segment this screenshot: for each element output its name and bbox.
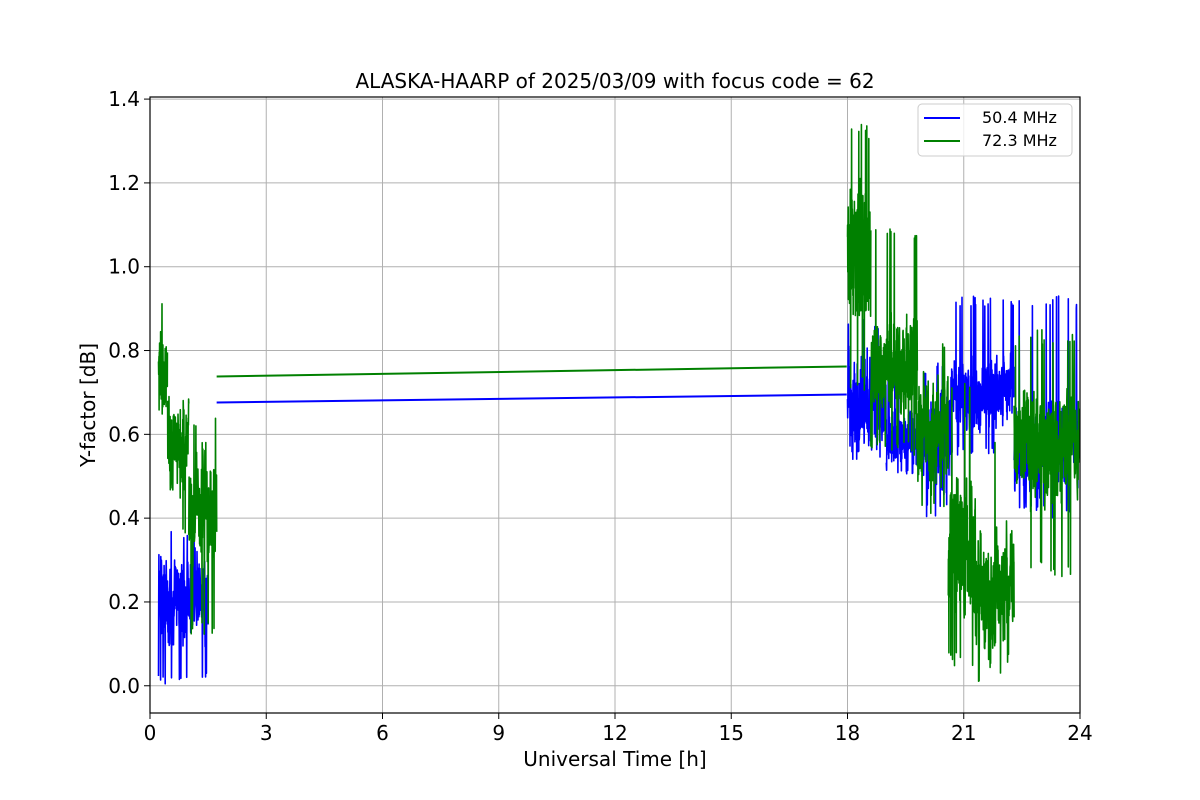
- x-tick-label: 24: [1067, 721, 1092, 745]
- y-tick-label: 0.4: [108, 506, 140, 530]
- legend: 50.4 MHz 72.3 MHz: [917, 103, 1073, 157]
- x-tick-label: 3: [260, 721, 273, 745]
- series-line-1-segment-7: [974, 441, 1015, 683]
- series-line-0-segment-4: [951, 295, 1015, 456]
- y-tick-label: 0.0: [108, 674, 140, 698]
- x-tick-label: 18: [835, 721, 860, 745]
- y-tick-label: 0.6: [108, 422, 140, 446]
- x-tick-label: 15: [719, 721, 744, 745]
- series-connector-0: [216, 393, 847, 404]
- series-line-1-segment-1: [166, 395, 190, 534]
- series-line-1-segment-2: [188, 417, 218, 635]
- series-line-1-segment-0: [157, 302, 169, 415]
- series-line-1-segment-6: [947, 382, 977, 667]
- y-axis-title: Y-factor [dB]: [76, 343, 100, 468]
- series-line-1-segment-3: [846, 123, 872, 391]
- y-tick-label: 1.0: [108, 255, 140, 279]
- x-tick-label: 9: [492, 721, 505, 745]
- series-layer: [157, 123, 1080, 685]
- series-connector-1: [216, 365, 847, 378]
- x-axis-title: Universal Time [h]: [523, 747, 706, 771]
- legend-label-72-3-mhz: 72.3 MHz: [982, 131, 1057, 150]
- x-tick-label: 12: [602, 721, 627, 745]
- x-axis: 0 3 6 9 12 15 18 21 24: [144, 713, 1093, 745]
- series-line-1-segment-4: [869, 228, 919, 456]
- chart-title: ALASKA-HAARP of 2025/03/09 with focus co…: [355, 69, 874, 93]
- series-line-0-segment-0: [157, 529, 209, 685]
- x-tick-label: 0: [144, 721, 157, 745]
- x-tick-label: 21: [951, 721, 976, 745]
- y-tick-label: 1.2: [108, 171, 140, 195]
- y-tick-label: 0.8: [108, 339, 140, 363]
- y-tick-label: 1.4: [108, 87, 140, 111]
- series-line-1-segment-8: [1013, 328, 1080, 578]
- x-tick-label: 6: [376, 721, 389, 745]
- legend-label-50-4-mhz: 50.4 MHz: [982, 108, 1057, 127]
- series-line-1-segment-5: [916, 343, 950, 515]
- y-axis: 0.0 0.2 0.4 0.6 0.8 1.0 1.2 1.4: [108, 87, 150, 698]
- y-tick-label: 0.2: [108, 590, 140, 614]
